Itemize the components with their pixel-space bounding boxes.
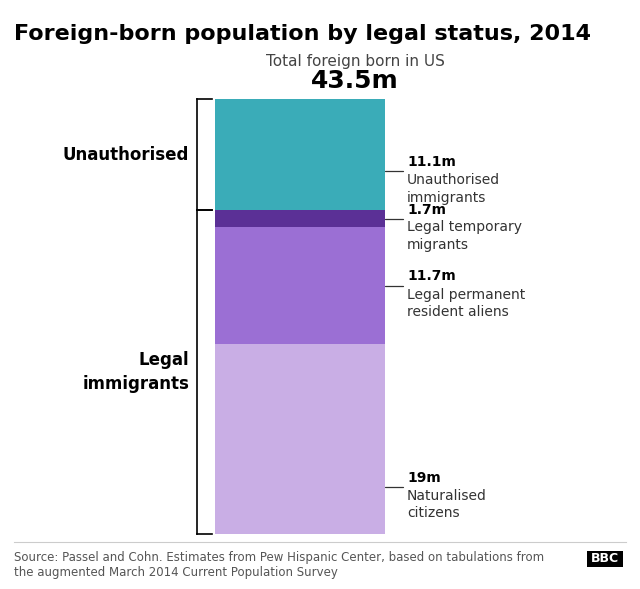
Bar [215,210,385,227]
Text: Legal permanent
resident aliens: Legal permanent resident aliens [407,287,525,319]
Text: 19m: 19m [407,471,441,485]
Text: 43.5m: 43.5m [311,69,399,93]
Text: Legal temporary
migrants: Legal temporary migrants [407,220,522,252]
Text: BBC: BBC [591,552,619,565]
Text: Source: Passel and Cohn. Estimates from Pew Hispanic Center, based on tabulation: Source: Passel and Cohn. Estimates from … [14,551,544,579]
Text: Total foreign born in US: Total foreign born in US [266,54,444,69]
Bar [215,99,385,210]
Bar [587,551,623,567]
Text: 1.7m: 1.7m [407,203,446,217]
Text: Unauthorised
immigrants: Unauthorised immigrants [407,173,500,205]
Text: Naturalised
citizens: Naturalised citizens [407,488,487,520]
Text: Unauthorised: Unauthorised [63,145,189,164]
Bar [215,227,385,344]
Text: 11.7m: 11.7m [407,270,456,283]
Text: Foreign-born population by legal status, 2014: Foreign-born population by legal status,… [14,24,591,44]
Bar [215,344,385,534]
Text: Legal
immigrants: Legal immigrants [82,351,189,393]
Text: 11.1m: 11.1m [407,155,456,169]
